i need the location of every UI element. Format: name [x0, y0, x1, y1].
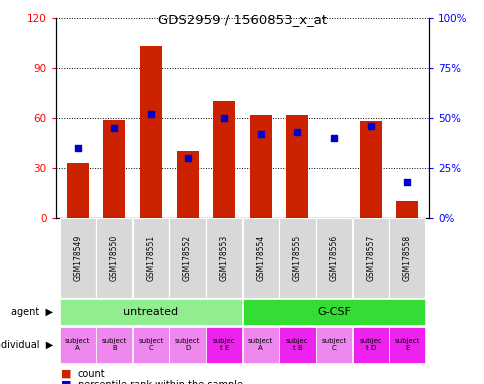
Point [330, 135, 337, 141]
Bar [169, 327, 205, 363]
Text: subject
B: subject B [102, 339, 127, 351]
Text: GSM178554: GSM178554 [256, 235, 265, 281]
Bar [176, 151, 198, 218]
Point [74, 145, 81, 151]
Text: untreated: untreated [123, 307, 178, 317]
Bar [242, 300, 424, 324]
Text: count: count [77, 369, 105, 379]
Bar [60, 218, 96, 298]
Bar [67, 163, 89, 218]
Bar [395, 201, 417, 218]
Bar [60, 327, 96, 363]
Text: ■: ■ [60, 369, 71, 379]
Bar [96, 218, 132, 298]
Text: subjec
t E: subjec t E [212, 339, 235, 351]
Bar [133, 218, 169, 298]
Text: GDS2959 / 1560853_x_at: GDS2959 / 1560853_x_at [158, 13, 326, 26]
Text: GSM178553: GSM178553 [219, 235, 228, 281]
Text: subject
A: subject A [65, 339, 90, 351]
Point [257, 131, 264, 137]
Text: subject
C: subject C [321, 339, 346, 351]
Text: subject
D: subject D [175, 339, 200, 351]
Bar [60, 300, 242, 324]
Text: GSM178551: GSM178551 [146, 235, 155, 281]
Bar [96, 327, 132, 363]
Bar [352, 218, 388, 298]
Text: GSM178550: GSM178550 [110, 235, 119, 281]
Text: GSM178552: GSM178552 [182, 235, 192, 281]
Point [183, 155, 191, 161]
Bar [315, 218, 351, 298]
Text: ■: ■ [60, 380, 71, 384]
Point [147, 111, 154, 117]
Bar [242, 218, 278, 298]
Text: GSM178549: GSM178549 [73, 235, 82, 281]
Bar [103, 120, 125, 218]
Text: G-CSF: G-CSF [317, 307, 350, 317]
Text: agent  ▶: agent ▶ [11, 307, 53, 317]
Text: GSM178555: GSM178555 [292, 235, 302, 281]
Text: subject
E: subject E [394, 339, 419, 351]
Text: subject
A: subject A [248, 339, 273, 351]
Point [403, 179, 410, 185]
Bar [206, 327, 242, 363]
Point [366, 123, 374, 129]
Bar [388, 218, 424, 298]
Bar [279, 218, 315, 298]
Text: subject
C: subject C [138, 339, 163, 351]
Text: subjec
t D: subjec t D [359, 339, 381, 351]
Text: subjec
t B: subjec t B [286, 339, 308, 351]
Bar [388, 327, 424, 363]
Bar [359, 121, 381, 218]
Text: individual  ▶: individual ▶ [0, 340, 53, 350]
Point [293, 129, 301, 135]
Point [220, 115, 227, 121]
Bar [242, 327, 278, 363]
Bar [286, 115, 308, 218]
Text: GSM178558: GSM178558 [402, 235, 411, 281]
Text: GSM178556: GSM178556 [329, 235, 338, 281]
Bar [133, 327, 169, 363]
Bar [206, 218, 242, 298]
Bar [140, 46, 162, 218]
Point [110, 125, 118, 131]
Text: GSM178557: GSM178557 [365, 235, 374, 281]
Bar [169, 218, 205, 298]
Bar [249, 115, 271, 218]
Bar [279, 327, 315, 363]
Bar [315, 327, 351, 363]
Bar [352, 327, 388, 363]
Bar [213, 101, 235, 218]
Text: percentile rank within the sample: percentile rank within the sample [77, 380, 242, 384]
